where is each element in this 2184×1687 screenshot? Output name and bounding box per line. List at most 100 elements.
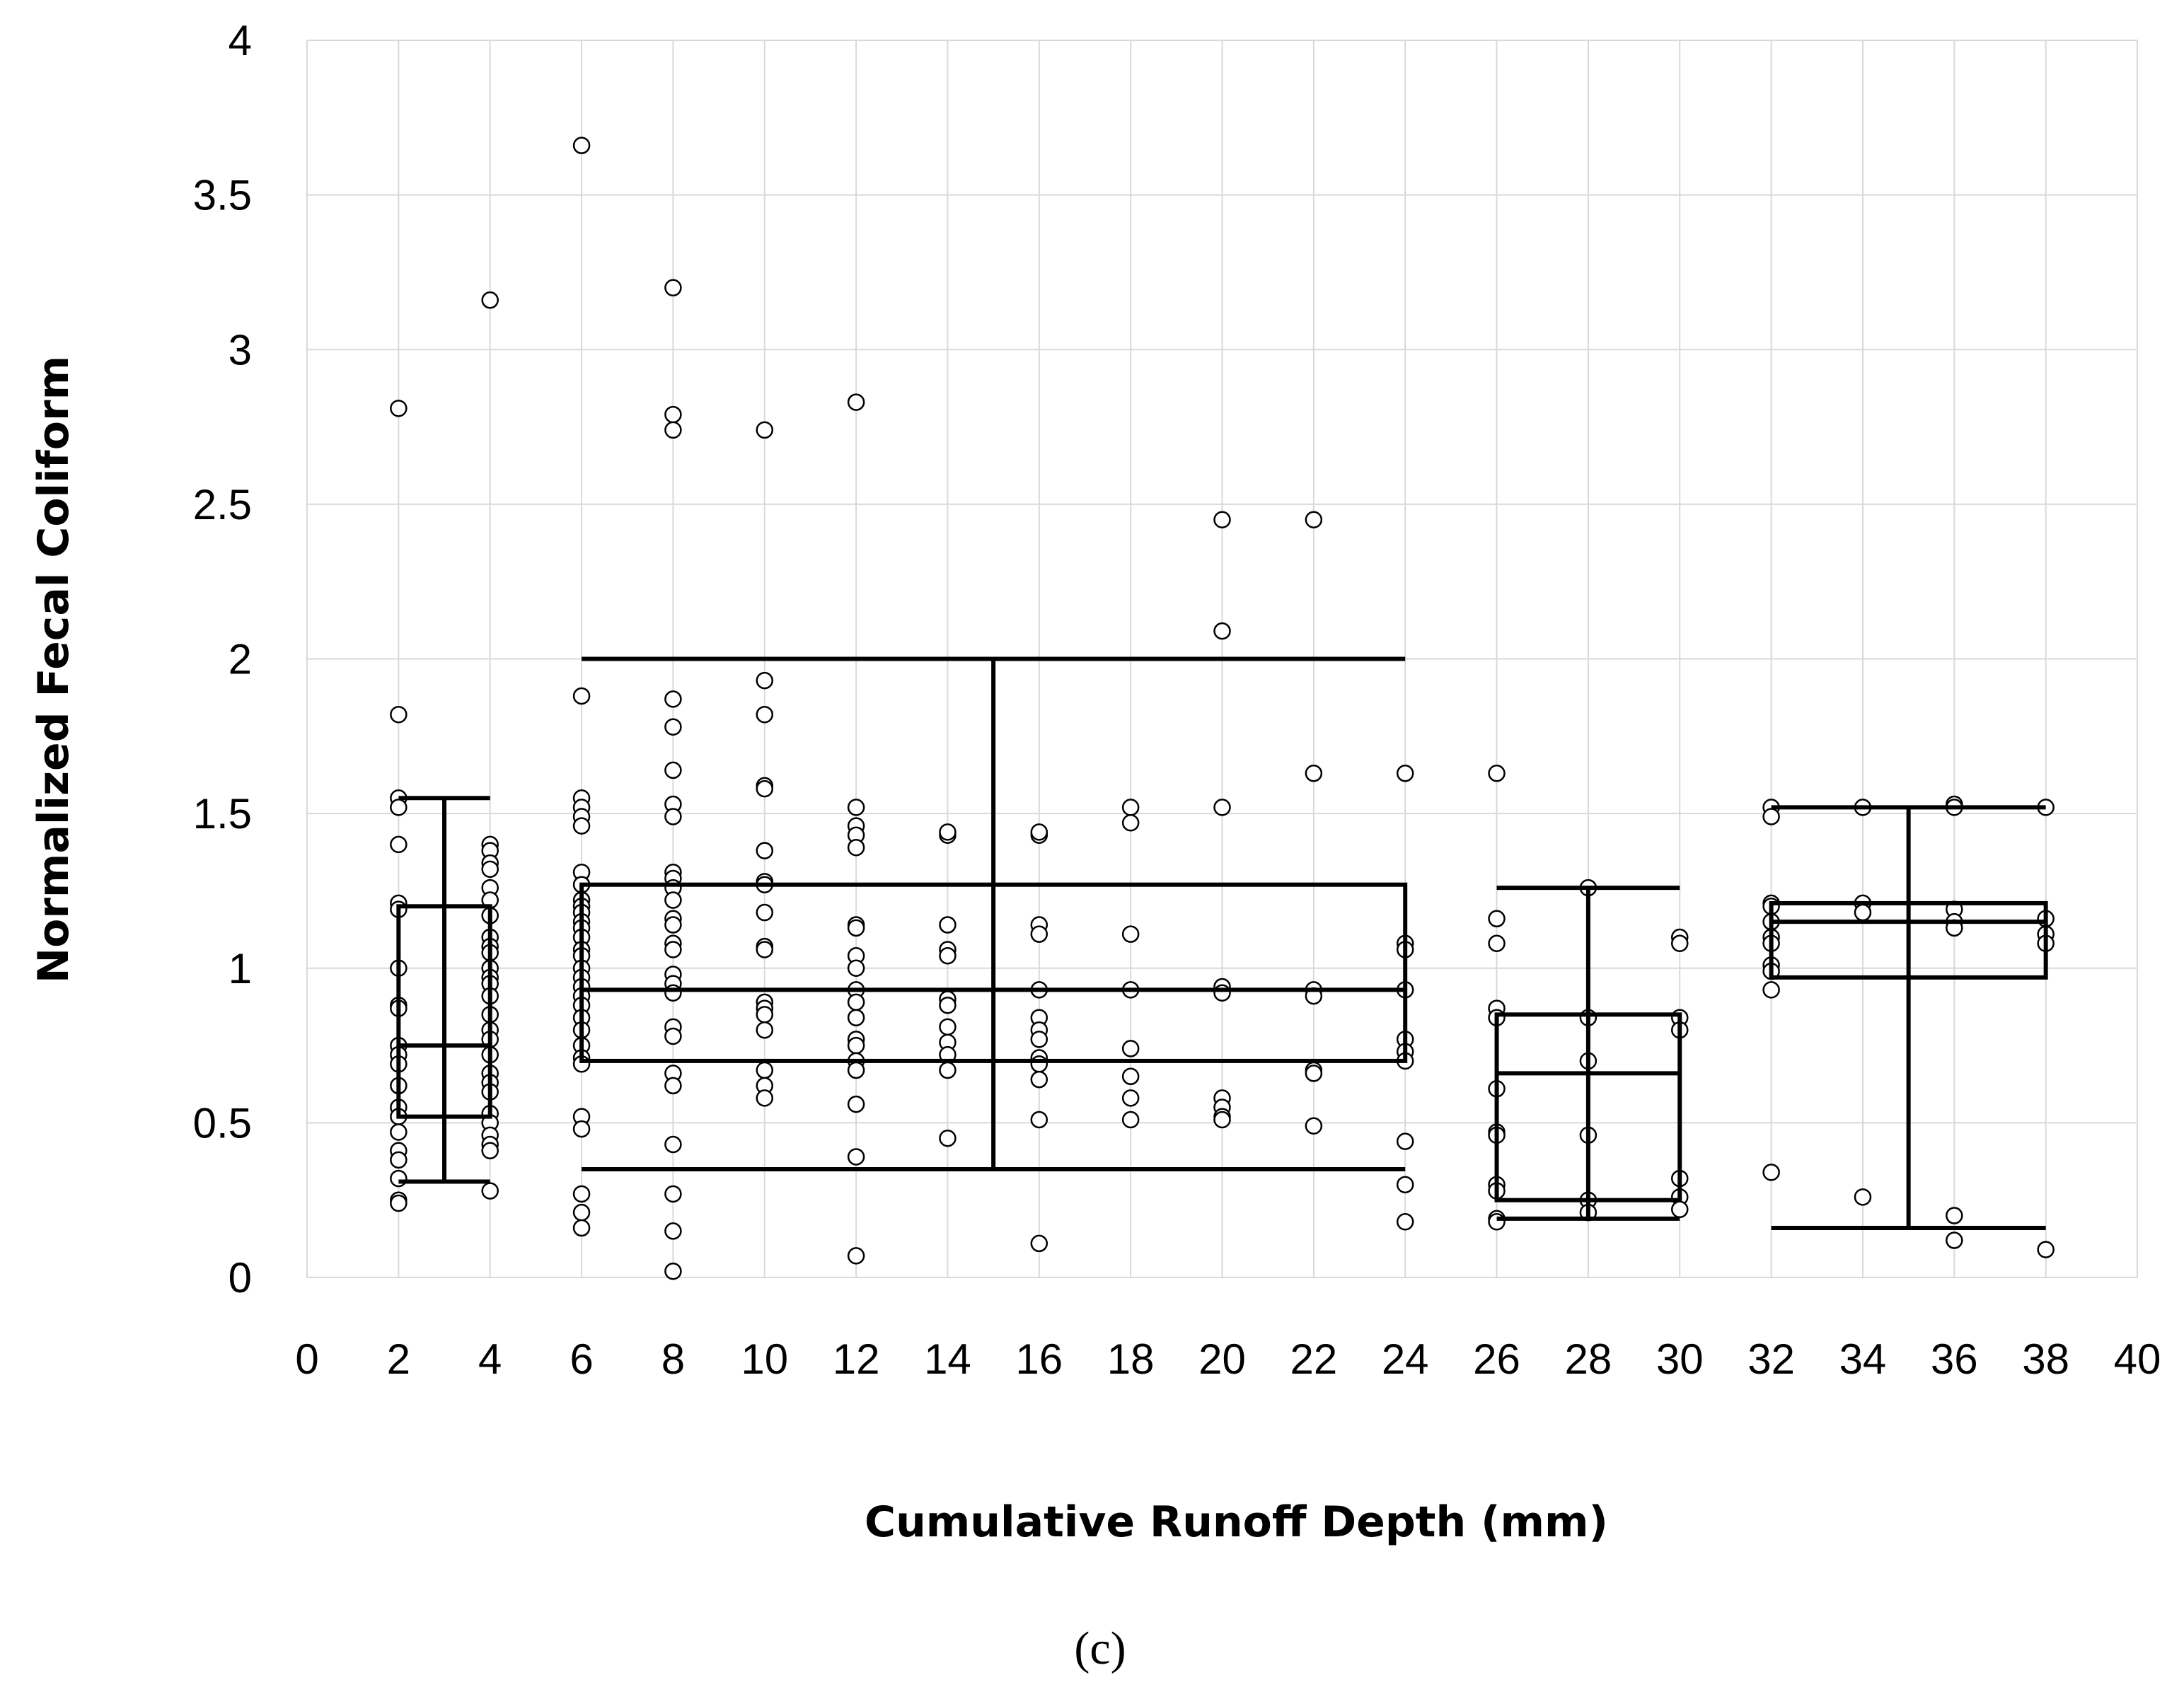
data-point	[939, 947, 957, 965]
data-point	[939, 916, 957, 934]
box-plot	[1769, 805, 2048, 1231]
data-point	[1396, 1213, 1414, 1231]
data-point	[390, 1169, 408, 1188]
x-tick-label: 34	[1839, 1335, 1887, 1383]
data-point	[1396, 1176, 1414, 1194]
box-plot	[1494, 886, 1682, 1221]
data-point	[481, 1142, 499, 1159]
data-point	[390, 1123, 408, 1141]
data-point	[664, 1077, 682, 1095]
x-tick-label: 2	[387, 1335, 410, 1383]
data-point	[939, 996, 957, 1014]
y-tick-label: 3.5	[193, 172, 252, 219]
data-point	[756, 421, 773, 439]
data-point	[847, 993, 865, 1011]
data-point	[847, 1095, 865, 1113]
y-tick-label: 2.5	[193, 481, 252, 528]
data-point	[664, 1135, 682, 1154]
data-point	[664, 690, 682, 708]
data-point	[390, 400, 408, 417]
data-point	[1854, 1188, 1872, 1206]
data-point	[756, 779, 773, 798]
data-point	[572, 817, 591, 835]
data-point	[756, 705, 773, 724]
data-point	[1030, 1234, 1048, 1253]
data-point	[572, 1185, 591, 1203]
x-tick-label: 18	[1107, 1335, 1155, 1383]
data-point	[847, 1247, 865, 1265]
data-point	[756, 671, 773, 690]
data-point	[756, 1089, 773, 1107]
x-tick-labels: 0 2 4 6 8 10 12 14 16 18 20 22 24 26 28 30 32 34 36 38 40	[295, 1335, 2161, 1383]
x-tick-label: 28	[1565, 1335, 1612, 1383]
data-point	[847, 959, 865, 977]
data-point	[1488, 934, 1506, 953]
plot-area	[306, 40, 2138, 1278]
data-point	[1946, 1207, 1963, 1224]
data-point	[939, 823, 957, 841]
data-point	[1121, 1040, 1140, 1057]
data-point	[664, 279, 682, 297]
data-point	[756, 842, 773, 859]
x-tick-label: 36	[1931, 1335, 1978, 1383]
data-point	[572, 1120, 591, 1138]
data-point	[1305, 1117, 1323, 1135]
data-point	[664, 761, 682, 779]
y-tick-labels: 0 0.5 1 1.5 2 2.5 3 3.5 4	[193, 17, 252, 1302]
data-point	[390, 835, 408, 854]
data-point	[1121, 1111, 1140, 1129]
data-point	[756, 1061, 773, 1079]
data-point	[1305, 511, 1323, 528]
interquartile-box	[1769, 900, 2048, 980]
data-point	[1030, 823, 1048, 841]
x-tick-label: 12	[833, 1335, 880, 1383]
data-point	[664, 1263, 682, 1280]
y-tick-label: 1.5	[193, 790, 252, 837]
x-axis-title: Cumulative Runoff Depth (mm)	[865, 1497, 1608, 1547]
data-point	[756, 1006, 773, 1024]
data-point	[1946, 1231, 1963, 1249]
y-tick-label: 4	[229, 17, 252, 64]
data-point	[1213, 1111, 1231, 1129]
x-tick-label: 22	[1290, 1335, 1337, 1383]
data-point	[756, 903, 773, 922]
data-point	[664, 916, 682, 934]
x-tick-label: 38	[2022, 1335, 2069, 1383]
interquartile-box	[396, 904, 492, 1119]
data-point	[481, 860, 499, 879]
x-tick-label: 8	[661, 1335, 685, 1383]
data-point	[1396, 1132, 1414, 1150]
data-point	[390, 1151, 408, 1169]
data-point	[664, 718, 682, 736]
data-point	[1030, 1111, 1048, 1129]
data-point	[847, 799, 865, 816]
data-point	[1671, 1200, 1689, 1219]
box-plot	[396, 796, 492, 1184]
x-tick-label: 32	[1747, 1335, 1795, 1383]
data-point	[664, 808, 682, 825]
data-point	[847, 393, 865, 411]
x-tick-label: 6	[570, 1335, 593, 1383]
data-point	[756, 1021, 773, 1039]
x-tick-label: 40	[2114, 1335, 2161, 1383]
data-point	[390, 705, 408, 724]
data-point	[664, 984, 682, 1002]
x-tick-label: 14	[924, 1335, 971, 1383]
data-point	[664, 421, 682, 439]
data-point	[1396, 765, 1414, 782]
data-point	[1762, 808, 1780, 825]
x-tick-label: 30	[1656, 1335, 1704, 1383]
data-point	[939, 1129, 957, 1147]
data-point	[1030, 1055, 1048, 1073]
data-point	[390, 1194, 408, 1212]
data-point	[847, 1148, 865, 1166]
data-point	[1213, 984, 1231, 1002]
interquartile-box	[1494, 1012, 1682, 1202]
panel-label: (c)	[1074, 1623, 1126, 1674]
data-point	[664, 1027, 682, 1045]
data-point	[1762, 981, 1780, 999]
data-point	[572, 1203, 591, 1222]
data-point	[481, 1182, 499, 1200]
data-point	[390, 799, 408, 816]
data-point	[1121, 813, 1140, 832]
